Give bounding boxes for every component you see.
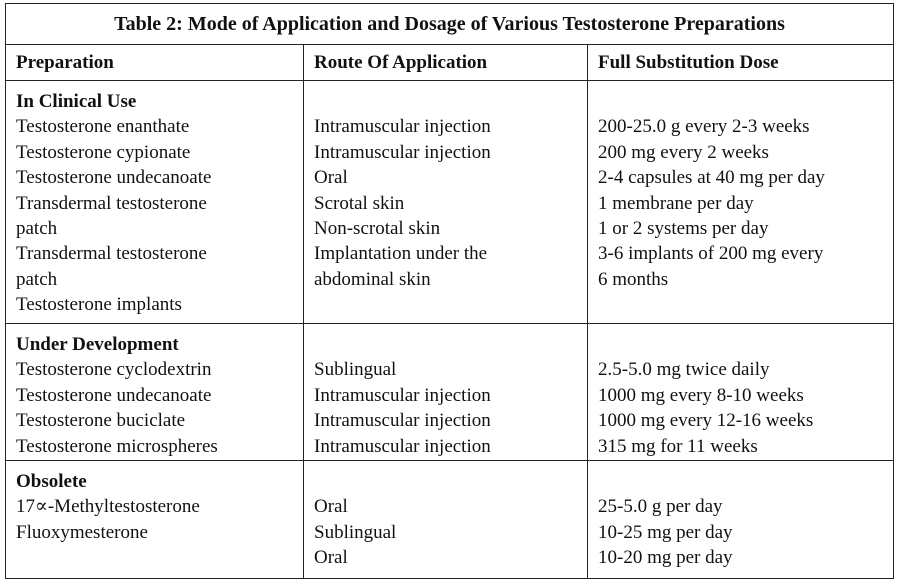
cell-line: Implantation under the <box>314 241 587 266</box>
cell-line: Oral <box>314 545 587 570</box>
column-header: Full Substitution Dose <box>588 45 894 81</box>
cell-line: Testosterone implants <box>16 292 303 317</box>
cell-line: 10-20 mg per day <box>598 545 893 570</box>
cell-line: 200-25.0 g every 2-3 weeks <box>598 114 893 139</box>
column-header: Preparation <box>6 45 304 81</box>
section-row: Obsolete17∝-MethyltestosteroneFluoxymest… <box>6 461 894 579</box>
cell-line: 10-25 mg per day <box>598 520 893 545</box>
cell-line: 200 mg every 2 weeks <box>598 140 893 165</box>
cell: SublingualIntramuscular injectionIntramu… <box>304 324 588 461</box>
cell-line: 1 or 2 systems per day <box>598 216 893 241</box>
cell-line: 6 months <box>598 267 893 292</box>
dosage-table: Table 2: Mode of Application and Dosage … <box>5 3 894 579</box>
cell-line: 17∝-Methyltestosterone <box>16 494 303 519</box>
cell-line: Intramuscular injection <box>314 408 587 433</box>
cell-line: 1000 mg every 12-16 weeks <box>598 408 893 433</box>
cell-line: abdominal skin <box>314 267 587 292</box>
section-label: Obsolete <box>16 469 303 494</box>
cell-line: Testosterone microspheres <box>16 434 303 459</box>
header-row: PreparationRoute Of ApplicationFull Subs… <box>6 45 894 81</box>
cell: OralSublingualOral <box>304 461 588 579</box>
cell-line: Sublingual <box>314 357 587 382</box>
section-label: Under Development <box>16 332 303 357</box>
cell-line: 2-4 capsules at 40 mg per day <box>598 165 893 190</box>
cell-line: Fluoxymesterone <box>16 520 303 545</box>
section-row: Under DevelopmentTestosterone cyclodextr… <box>6 324 894 461</box>
cell-line: Non-scrotal skin <box>314 216 587 241</box>
cell: 25-5.0 g per day10-25 mg per day10-20 mg… <box>588 461 894 579</box>
cell-line: Intramuscular injection <box>314 114 587 139</box>
cell: 200-25.0 g every 2-3 weeks200 mg every 2… <box>588 81 894 324</box>
cell-line: Transdermal testosterone <box>16 241 303 266</box>
cell-line: Testosterone undecanoate <box>16 383 303 408</box>
column-header: Route Of Application <box>304 45 588 81</box>
cell-line: 1000 mg every 8-10 weeks <box>598 383 893 408</box>
cell: Obsolete17∝-MethyltestosteroneFluoxymest… <box>6 461 304 579</box>
cell-line: 25-5.0 g per day <box>598 494 893 519</box>
cell-line: Scrotal skin <box>314 191 587 216</box>
cell-line: 2.5-5.0 mg twice daily <box>598 357 893 382</box>
cell-line: 1 membrane per day <box>598 191 893 216</box>
section-label: In Clinical Use <box>16 89 303 114</box>
cell-line: Testosterone cyclodextrin <box>16 357 303 382</box>
cell-line: Transdermal testosterone <box>16 191 303 216</box>
cell-line: 315 mg for 11 weeks <box>598 434 893 459</box>
cell: Intramuscular injectionIntramuscular inj… <box>304 81 588 324</box>
cell-line: Intramuscular injection <box>314 140 587 165</box>
cell-line: Testosterone buciclate <box>16 408 303 433</box>
section-row: In Clinical UseTestosterone enanthateTes… <box>6 81 894 324</box>
cell-line: 3-6 implants of 200 mg every <box>598 241 893 266</box>
table-title: Table 2: Mode of Application and Dosage … <box>6 4 894 45</box>
cell-line: Intramuscular injection <box>314 434 587 459</box>
cell-line: patch <box>16 267 303 292</box>
cell-line: Testosterone undecanoate <box>16 165 303 190</box>
cell: Under DevelopmentTestosterone cyclodextr… <box>6 324 304 461</box>
cell-line: Sublingual <box>314 520 587 545</box>
cell-line: Testosterone enanthate <box>16 114 303 139</box>
cell-line: patch <box>16 216 303 241</box>
cell-line: Oral <box>314 165 587 190</box>
cell: In Clinical UseTestosterone enanthateTes… <box>6 81 304 324</box>
cell: 2.5-5.0 mg twice daily1000 mg every 8-10… <box>588 324 894 461</box>
cell-line: Testosterone cypionate <box>16 140 303 165</box>
cell-line: Oral <box>314 494 587 519</box>
cell-line: Intramuscular injection <box>314 383 587 408</box>
